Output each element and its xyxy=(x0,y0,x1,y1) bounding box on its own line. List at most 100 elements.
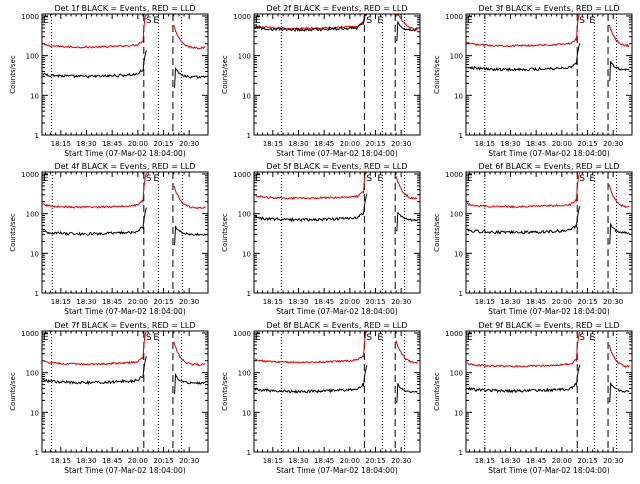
x-tick-label: 20:00 xyxy=(128,140,148,148)
y-tick-label: 1 xyxy=(459,290,463,298)
x-axis-label: Start Time (07-Mar-02 18:04:00) xyxy=(64,466,186,475)
plot-frame xyxy=(253,330,421,453)
x-tick-label: 20:30 xyxy=(179,298,199,306)
y-axis-label: Counts/sec xyxy=(9,213,17,252)
y-tick-label: 100 xyxy=(238,370,251,378)
y-tick-label: 1000 xyxy=(233,13,251,21)
x-tick-label: 18:45 xyxy=(102,457,122,465)
events-series-line xyxy=(466,43,630,81)
x-axis-label: Start Time (07-Mar-02 18:04:00) xyxy=(276,149,398,158)
y-axis-label: Counts/sec xyxy=(433,213,441,252)
y-axis-label: Counts/sec xyxy=(221,55,229,94)
y-axis-label: Counts/sec xyxy=(433,55,441,94)
panel-9: Det 9f BLACK = Events, RED = LLD 1 10 100 10… xyxy=(433,321,633,475)
plot-frame xyxy=(465,330,633,453)
x-tick-label: 18:45 xyxy=(314,298,334,306)
x-tick-label: 20:00 xyxy=(128,457,148,465)
lld-series-line xyxy=(466,172,630,209)
lld-series-line xyxy=(254,172,418,201)
x-axis-label: Start Time (07-Mar-02 18:04:00) xyxy=(276,466,398,475)
plot-frame xyxy=(41,171,209,294)
panel-4: Det 4f BLACK = Events, RED = LLD 1 10 100 10… xyxy=(9,162,209,316)
events-series-line xyxy=(254,364,418,403)
x-tick-label: 18:45 xyxy=(102,298,122,306)
start-marker-label: S xyxy=(146,333,152,343)
x-axis-label: Start Time (07-Mar-02 18:04:00) xyxy=(488,149,610,158)
end-marker-label: E xyxy=(589,16,595,26)
x-tick-label: 18:45 xyxy=(102,140,122,148)
x-tick-label: 20:30 xyxy=(603,298,623,306)
lld-series-line xyxy=(254,331,418,365)
y-tick-label: 1000 xyxy=(21,171,39,179)
end-marker-label: E xyxy=(377,16,383,26)
y-tick-label: 10 xyxy=(30,92,39,100)
x-axis-label: Start Time (07-Mar-02 18:04:00) xyxy=(64,307,186,316)
events-series-line xyxy=(466,364,630,403)
end-marker-label: E xyxy=(377,333,383,343)
x-tick-label: 20:00 xyxy=(552,457,572,465)
x-tick-label: 18:45 xyxy=(526,298,546,306)
x-tick-label: 20:15 xyxy=(577,298,597,306)
y-tick-label: 10 xyxy=(242,409,251,417)
y-axis-label: Counts/sec xyxy=(221,213,229,252)
end-marker-label: E xyxy=(467,174,473,184)
x-tick-label: 18:30 xyxy=(76,140,96,148)
x-tick-label: 18:15 xyxy=(263,298,283,306)
x-tick-label: 20:00 xyxy=(340,140,360,148)
y-tick-label: 1 xyxy=(247,290,251,298)
y-tick-label: 1000 xyxy=(233,171,251,179)
x-tick-label: 20:30 xyxy=(391,140,411,148)
end-marker-label: E xyxy=(467,16,473,26)
start-marker-label: S xyxy=(146,16,152,26)
x-tick-label: 20:30 xyxy=(391,457,411,465)
start-marker-label: S xyxy=(579,16,585,26)
x-tick-label: 20:30 xyxy=(179,457,199,465)
x-tick-label: 20:30 xyxy=(179,140,199,148)
end-marker-label: E xyxy=(589,174,595,184)
x-tick-label: 18:15 xyxy=(51,140,71,148)
end-marker-label: E xyxy=(589,333,595,343)
panel-3: Det 3f BLACK = Events, RED = LLD 1 10 100 10… xyxy=(433,4,633,158)
y-tick-label: 100 xyxy=(450,211,463,219)
y-tick-label: 10 xyxy=(242,92,251,100)
x-tick-label: 20:00 xyxy=(552,298,572,306)
panel-1: Det 1f BLACK = Events, RED = LLD 1 10 100 10… xyxy=(9,4,209,158)
y-tick-label: 10 xyxy=(454,92,463,100)
events-series-line xyxy=(42,356,206,394)
y-tick-label: 10 xyxy=(30,250,39,258)
x-tick-label: 18:45 xyxy=(314,140,334,148)
end-marker-label: E xyxy=(43,333,49,343)
y-tick-label: 1 xyxy=(247,449,251,457)
x-tick-label: 18:15 xyxy=(475,298,495,306)
panel-title: Det 9f BLACK = Events, RED = LLD xyxy=(478,321,619,330)
end-marker-label: E xyxy=(43,16,49,26)
plot-frame xyxy=(465,13,633,136)
start-marker-label: S xyxy=(366,333,372,343)
y-tick-label: 1000 xyxy=(445,330,463,338)
plot-frame xyxy=(41,330,209,453)
start-marker-label: S xyxy=(366,16,372,26)
end-marker-label: E xyxy=(467,333,473,343)
start-marker-label: S xyxy=(579,174,585,184)
x-tick-label: 20:15 xyxy=(577,140,597,148)
y-tick-label: 10 xyxy=(242,250,251,258)
x-tick-label: 18:45 xyxy=(526,457,546,465)
x-tick-label: 18:15 xyxy=(51,298,71,306)
x-tick-label: 20:15 xyxy=(153,140,173,148)
y-tick-label: 10 xyxy=(454,409,463,417)
x-tick-label: 18:30 xyxy=(288,298,308,306)
y-tick-label: 1000 xyxy=(21,330,39,338)
lld-series-line xyxy=(42,172,206,210)
panel-title: Det 4f BLACK = Events, RED = LLD xyxy=(54,162,195,171)
panel-8: Det 8f BLACK = Events, RED = LLD 1 10 100 10… xyxy=(221,321,421,475)
y-tick-label: 1 xyxy=(459,449,463,457)
end-marker-label: E xyxy=(153,174,159,184)
events-series-line xyxy=(254,193,418,232)
plot-frame xyxy=(41,13,209,136)
x-tick-label: 20:00 xyxy=(552,140,572,148)
panel-title: Det 5f BLACK = Events, RED = LLD xyxy=(266,162,407,171)
x-tick-label: 20:00 xyxy=(128,298,148,306)
end-marker-label: E xyxy=(377,174,383,184)
y-tick-label: 1 xyxy=(35,132,39,140)
